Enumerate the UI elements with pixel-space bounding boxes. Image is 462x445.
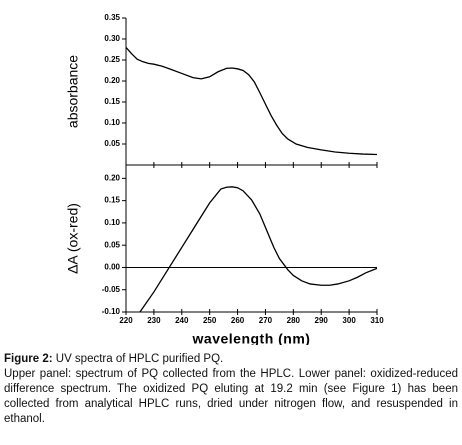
x-tick-label: 300 xyxy=(342,316,356,325)
y-tick-label: 0.15 xyxy=(104,196,120,205)
y-tick-label: -0.05 xyxy=(102,285,121,294)
y-tick-label: 0.20 xyxy=(104,76,120,85)
y-axis-label: absorbance xyxy=(65,55,81,128)
chart: 0.05 0.10 0.15 0.20 0.25 0.30 0.35 absorbance -0… xyxy=(65,13,385,345)
y-tick-label: 0.10 xyxy=(104,218,120,227)
y-axis-label: ΔA (ox-red) xyxy=(65,203,81,274)
x-tick-label: 290 xyxy=(315,316,329,325)
caption-text: Upper panel: spectrum of PQ collected fr… xyxy=(4,368,458,425)
line-series xyxy=(139,186,378,313)
y-tick-label: -0.10 xyxy=(102,307,121,316)
y-tick-label: 0.10 xyxy=(104,118,120,127)
caption-title: UV spectra of HPLC purified PQ. xyxy=(55,353,224,365)
y-tick-label: 0.00 xyxy=(104,263,120,272)
y-tick-label: 0.20 xyxy=(104,173,120,182)
x-tick-label: 310 xyxy=(370,316,384,325)
x-tick-label: 230 xyxy=(147,316,161,325)
y-tick-label: 0.35 xyxy=(104,13,120,22)
y-tick-label: 0.15 xyxy=(104,97,120,106)
caption-label: Figure 2: xyxy=(4,353,53,365)
y-tick-label: 0.25 xyxy=(104,55,120,64)
x-tick-label: 270 xyxy=(259,316,273,325)
x-axis-label: wavelength (nm) xyxy=(192,331,311,345)
x-tick-label: 280 xyxy=(287,316,301,325)
x-tick-label: 250 xyxy=(203,316,217,325)
x-tick-label: 240 xyxy=(175,316,189,325)
y-tick-label: 0.30 xyxy=(104,34,120,43)
x-tick-label: 220 xyxy=(119,316,133,325)
caption: Figure 2: UV spectra of HPLC purified PQ… xyxy=(4,352,458,427)
line-series xyxy=(125,46,378,156)
y-tick-label: 0.05 xyxy=(104,240,120,249)
y-tick-label: 0.05 xyxy=(104,139,120,148)
x-tick-label: 260 xyxy=(231,316,245,325)
